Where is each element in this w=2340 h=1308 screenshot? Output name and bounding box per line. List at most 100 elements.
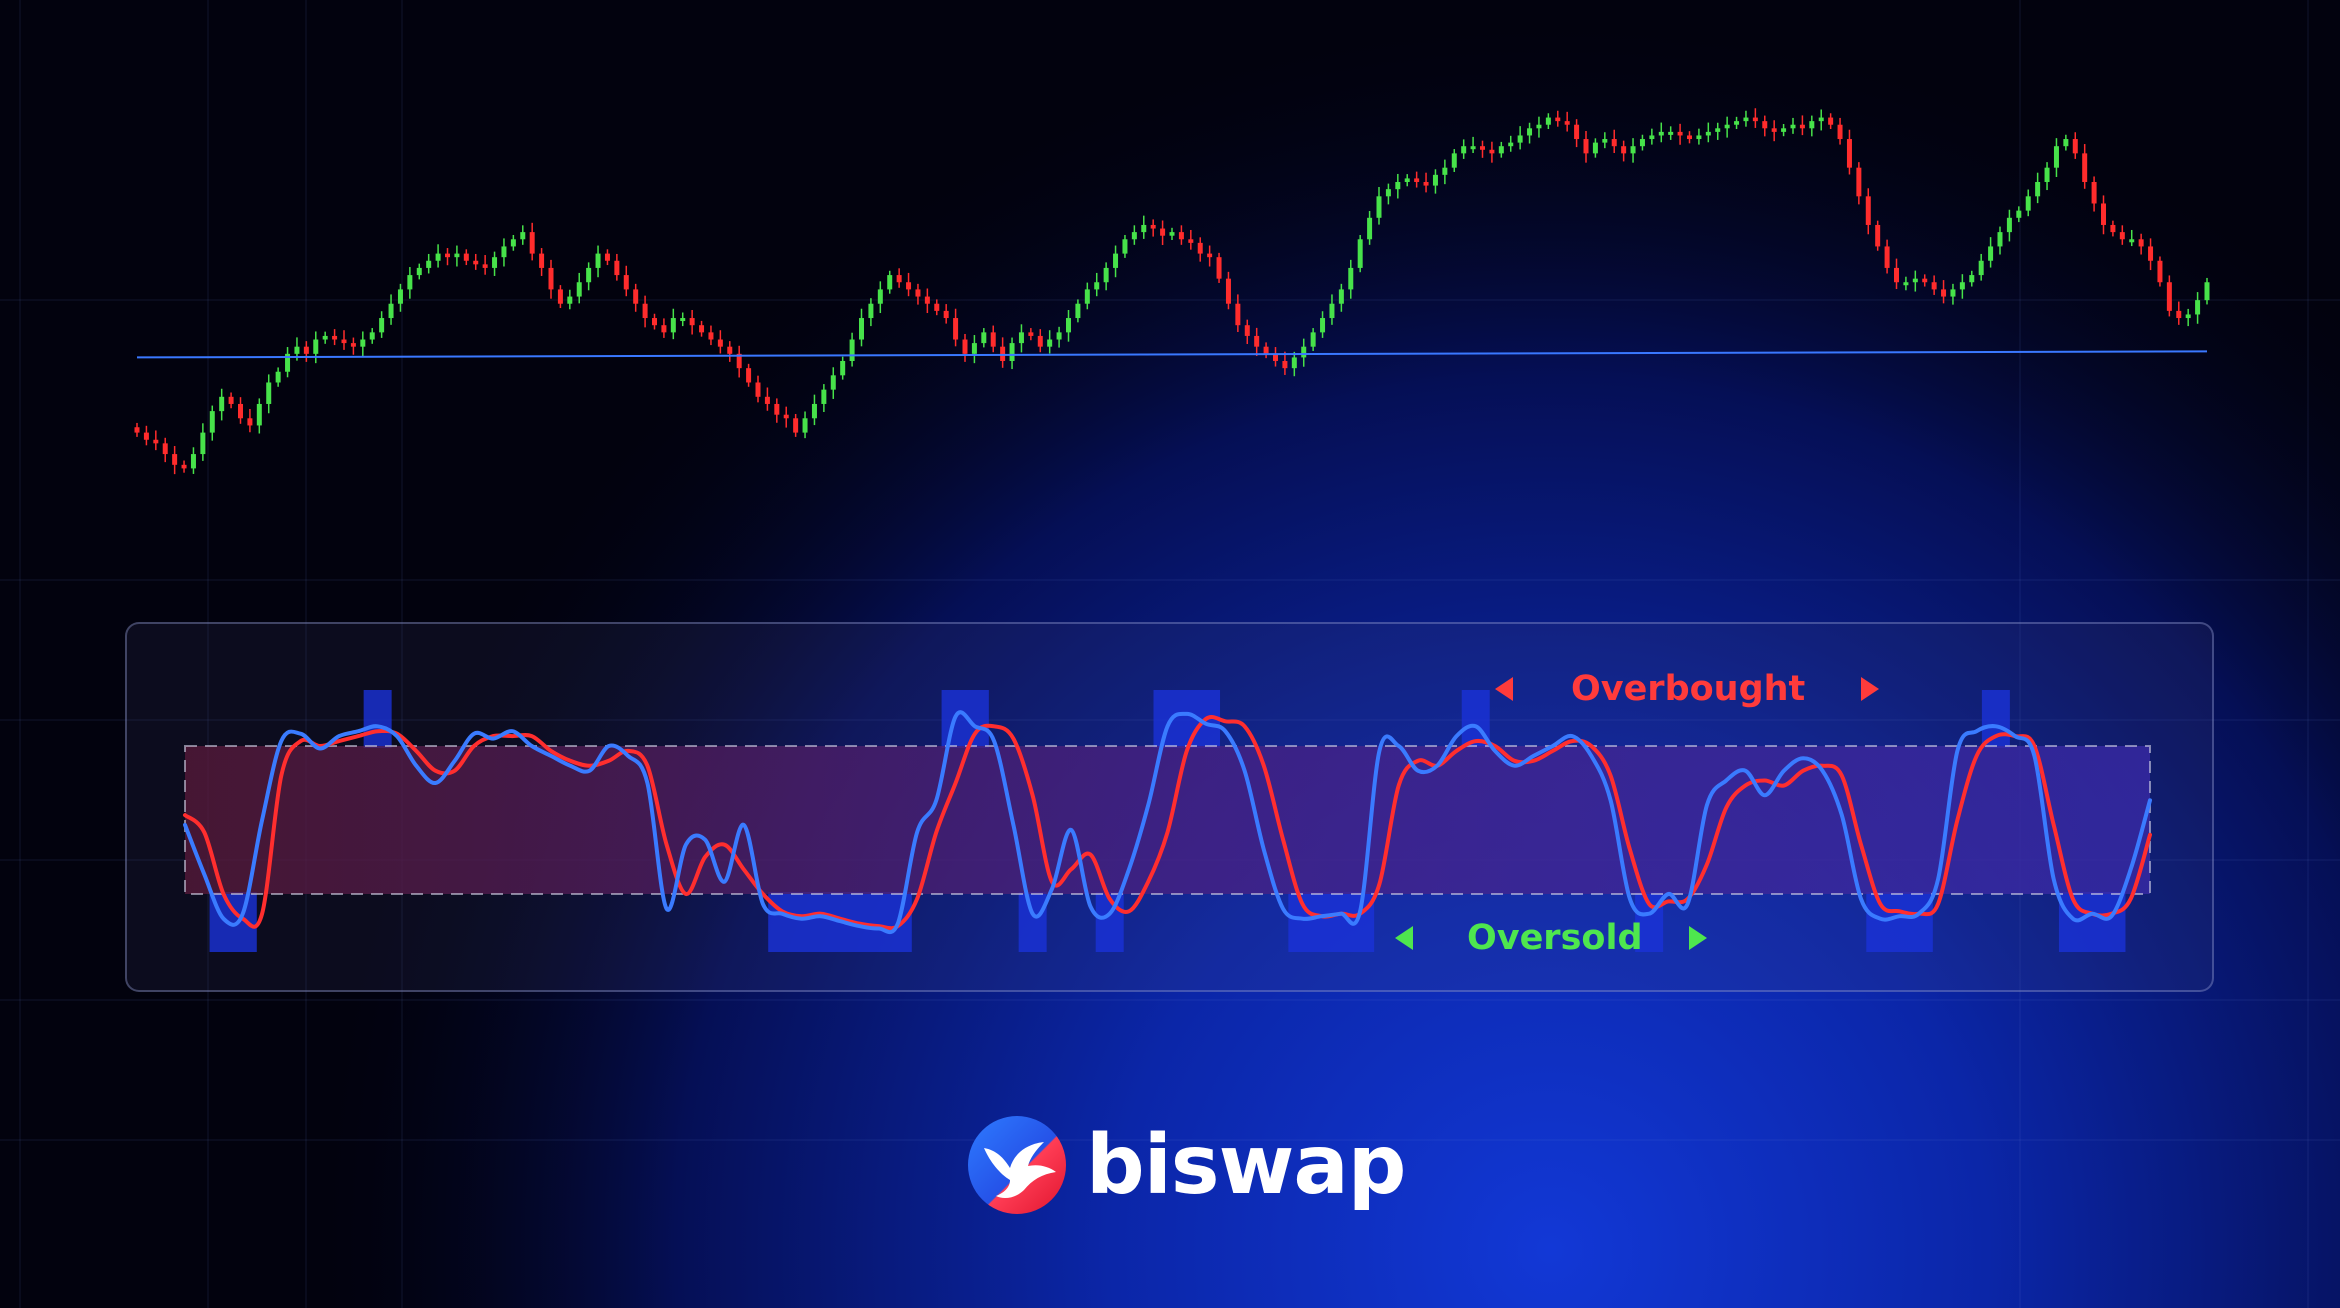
candle bbox=[1310, 328, 1316, 351]
candle bbox=[1846, 129, 1852, 175]
candle bbox=[134, 422, 140, 437]
candle bbox=[1781, 124, 1787, 137]
candle bbox=[1508, 135, 1514, 152]
neutral-zone-border bbox=[184, 745, 2151, 895]
candle bbox=[586, 262, 592, 291]
candle bbox=[793, 413, 799, 437]
candle bbox=[1677, 123, 1683, 145]
candle bbox=[275, 367, 281, 387]
candle bbox=[868, 298, 874, 327]
oversold-left-arrow-icon bbox=[1395, 926, 1413, 950]
candle bbox=[313, 331, 319, 364]
candle bbox=[727, 341, 733, 362]
candle bbox=[1997, 226, 2003, 255]
candle bbox=[360, 331, 366, 356]
candle bbox=[548, 259, 554, 299]
candle bbox=[2072, 132, 2078, 159]
candle bbox=[1592, 138, 1598, 158]
candle bbox=[1837, 117, 1843, 145]
candle bbox=[1122, 234, 1128, 258]
candle bbox=[143, 425, 149, 446]
oscillator-panel: Overbought Oversold bbox=[125, 622, 2214, 992]
candle bbox=[1941, 280, 1947, 304]
candle bbox=[1160, 220, 1166, 246]
candle bbox=[2101, 195, 2106, 235]
candle bbox=[1404, 174, 1410, 187]
candle bbox=[190, 447, 196, 474]
candle bbox=[2129, 229, 2135, 247]
candle bbox=[1969, 270, 1975, 287]
candle bbox=[887, 270, 893, 294]
candle bbox=[1338, 283, 1344, 312]
candle bbox=[369, 328, 375, 344]
candle bbox=[2185, 308, 2191, 327]
candle bbox=[1771, 120, 1777, 142]
candle bbox=[1762, 115, 1768, 137]
candle bbox=[1056, 326, 1062, 348]
candle bbox=[1630, 138, 1636, 163]
overbought-label: Overbought bbox=[1571, 669, 1806, 709]
candle bbox=[1715, 122, 1721, 140]
candle bbox=[1894, 258, 1899, 290]
candle bbox=[473, 253, 479, 270]
candle bbox=[341, 330, 347, 350]
candle bbox=[1301, 338, 1307, 367]
candle bbox=[1950, 283, 1956, 305]
candle bbox=[1865, 188, 1871, 235]
candle bbox=[736, 345, 742, 378]
candle bbox=[1498, 141, 1504, 158]
candle bbox=[1395, 173, 1401, 199]
candle bbox=[1348, 259, 1354, 299]
candle bbox=[181, 460, 187, 473]
overbought-highlight bbox=[363, 690, 392, 748]
candle bbox=[906, 272, 912, 297]
candle bbox=[1555, 110, 1561, 127]
candle bbox=[1009, 337, 1015, 370]
candle bbox=[680, 312, 686, 327]
candle bbox=[689, 309, 695, 335]
candle bbox=[2195, 292, 2201, 324]
candle bbox=[2148, 238, 2154, 271]
candle bbox=[2006, 209, 2012, 242]
candle bbox=[604, 249, 610, 266]
candle bbox=[859, 308, 864, 347]
candle bbox=[1197, 237, 1203, 262]
candle bbox=[1113, 245, 1119, 278]
candle bbox=[1273, 347, 1278, 367]
candle bbox=[416, 263, 422, 280]
price-candlestick-chart bbox=[134, 108, 2210, 475]
candle bbox=[1357, 234, 1363, 273]
candle bbox=[1696, 128, 1702, 145]
candle bbox=[1188, 229, 1194, 250]
d-signal-line bbox=[183, 715, 2152, 931]
candle bbox=[1451, 149, 1457, 172]
candle bbox=[1922, 274, 1928, 287]
candle bbox=[1084, 282, 1090, 310]
candle bbox=[877, 281, 883, 314]
candle bbox=[1414, 171, 1420, 188]
oversold-right-arrow-icon bbox=[1689, 926, 1707, 950]
candle bbox=[1818, 109, 1824, 131]
candle bbox=[2016, 206, 2022, 223]
candle bbox=[774, 398, 780, 423]
candle bbox=[1367, 210, 1373, 245]
candle bbox=[755, 375, 761, 403]
candle bbox=[1903, 276, 1909, 291]
candle bbox=[802, 411, 808, 439]
candle bbox=[981, 328, 987, 348]
candle bbox=[1705, 122, 1711, 143]
candle bbox=[520, 225, 526, 245]
candle bbox=[943, 304, 949, 324]
candle bbox=[2082, 144, 2088, 189]
candle bbox=[2157, 256, 2163, 287]
candle bbox=[1517, 126, 1523, 150]
candle bbox=[915, 283, 921, 305]
candle bbox=[1611, 129, 1617, 154]
candle bbox=[642, 295, 648, 328]
support-level-line bbox=[136, 350, 2208, 359]
candle bbox=[1461, 139, 1467, 159]
candle bbox=[783, 406, 789, 428]
candle bbox=[379, 311, 385, 338]
candle bbox=[1658, 122, 1664, 143]
candle bbox=[1244, 319, 1250, 344]
